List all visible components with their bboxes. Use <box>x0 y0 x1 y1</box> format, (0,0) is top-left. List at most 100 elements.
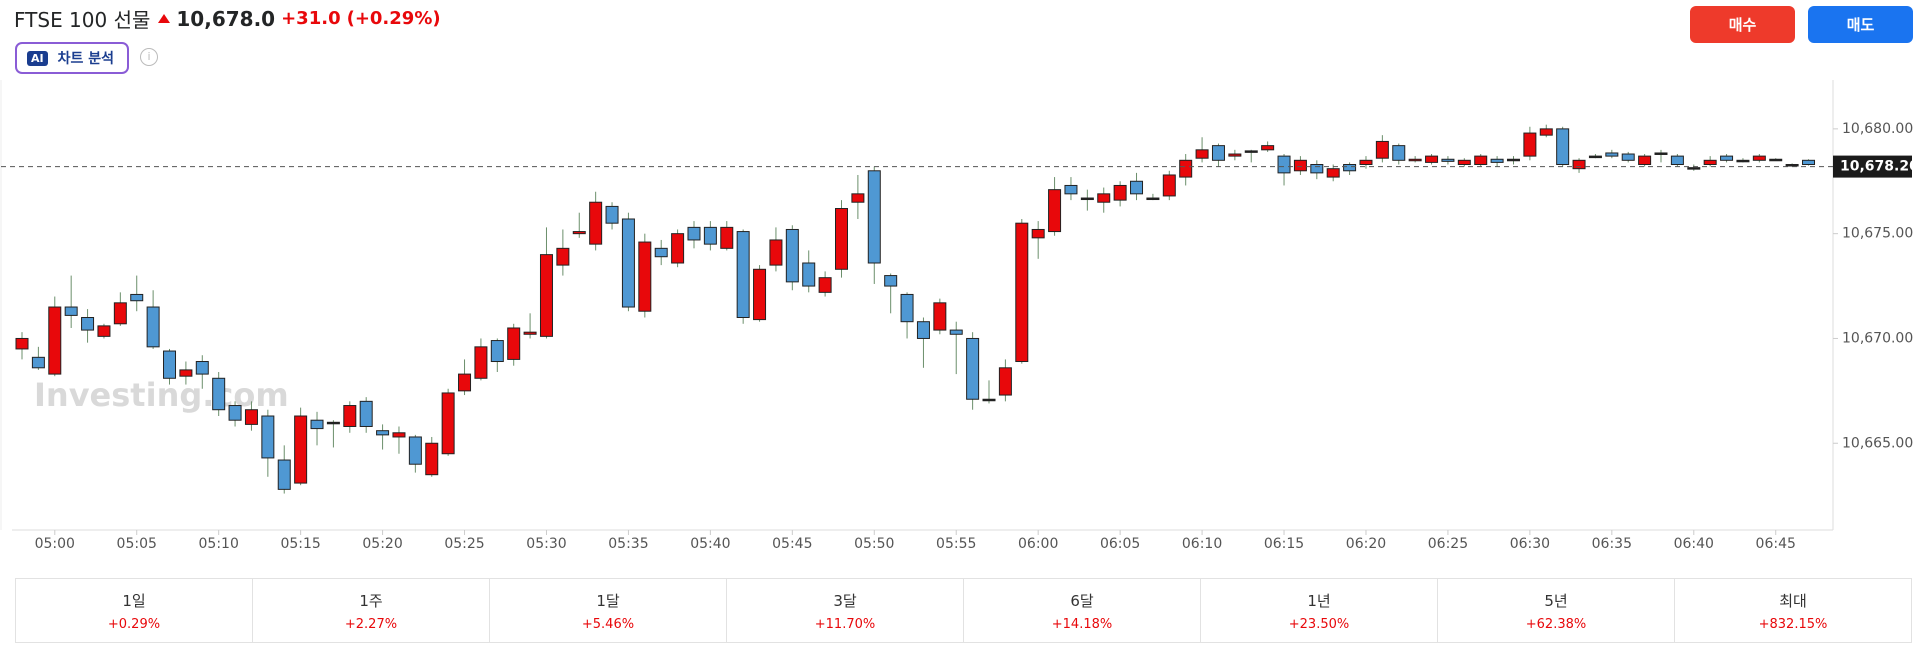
period-change: +11.70% <box>814 616 876 632</box>
candle-body <box>884 275 898 287</box>
y-tick-label: 10,680.00 <box>1842 121 1913 137</box>
period-change: +5.46% <box>581 616 635 632</box>
period-label: 1일 <box>122 591 146 610</box>
candle-body <box>244 409 258 425</box>
candle-body <box>687 226 701 241</box>
candle-body <box>15 337 29 350</box>
candle-body <box>1326 168 1340 178</box>
period-label: 1달 <box>596 591 620 610</box>
ai-badge: AI <box>27 50 48 66</box>
period-tab[interactable]: 3달 +11.70% <box>727 579 964 642</box>
period-tab[interactable]: 1일 +0.29% <box>16 579 253 642</box>
x-tick-label: 05:30 <box>526 536 566 552</box>
period-tab[interactable]: 5년 +62.38% <box>1438 579 1675 642</box>
ai-label: 차트 분석 <box>57 51 115 67</box>
candle-body <box>523 331 537 335</box>
candle-body <box>1457 159 1471 165</box>
candle-body <box>458 373 472 392</box>
candle-body <box>441 392 455 455</box>
buy-button[interactable]: 매수 <box>1690 6 1795 43</box>
candle-body <box>703 226 717 245</box>
x-tick-label: 06:30 <box>1510 536 1550 552</box>
candle-body <box>490 340 504 363</box>
candle-body <box>277 459 291 490</box>
candle-body <box>1523 132 1537 157</box>
candle-body <box>1720 155 1734 161</box>
info-icon[interactable]: i <box>140 48 158 66</box>
candle-body <box>1490 158 1504 163</box>
candle-body <box>261 415 275 459</box>
period-tab[interactable]: 1달 +5.46% <box>490 579 727 642</box>
candle-body <box>97 325 111 337</box>
candle-body <box>998 367 1012 396</box>
x-tick-label: 06:20 <box>1346 536 1386 552</box>
x-tick-label: 05:40 <box>690 536 730 552</box>
candle-body <box>966 337 980 400</box>
candle-body <box>425 442 439 476</box>
ai-button[interactable]: AI 차트 분석 <box>15 42 129 74</box>
candle-body <box>1261 145 1275 151</box>
last-price-box <box>1833 155 1912 178</box>
period-tab[interactable]: 6달 +14.18% <box>964 579 1201 642</box>
candle-body <box>1441 158 1455 162</box>
candle-body <box>1556 128 1570 165</box>
sell-button[interactable]: 매도 <box>1808 6 1913 43</box>
candle-body <box>130 293 144 302</box>
period-change: +0.29% <box>107 616 161 632</box>
candle-body <box>556 247 570 266</box>
x-tick-label: 06:00 <box>1018 536 1058 552</box>
x-tick-label: 05:05 <box>117 536 157 552</box>
candle-body <box>1064 184 1078 195</box>
candle-body <box>900 293 914 323</box>
period-tab[interactable]: 최대 +832.15% <box>1675 579 1911 642</box>
x-tick-label: 05:20 <box>362 536 402 552</box>
candle-body <box>1605 152 1619 157</box>
x-tick-label: 06:40 <box>1674 536 1714 552</box>
candle-body <box>1588 155 1602 159</box>
candle-body <box>1179 159 1193 178</box>
change-pct: (+0.29%) <box>346 8 441 29</box>
y-tick-label: 10,670.00 <box>1842 330 1913 346</box>
x-tick-label: 05:25 <box>444 536 484 552</box>
period-label: 1년 <box>1307 591 1331 610</box>
period-tab[interactable]: 1주 +2.27% <box>253 579 490 642</box>
candle-body <box>818 277 832 293</box>
candle-body <box>589 201 603 245</box>
x-tick-label: 06:15 <box>1264 536 1304 552</box>
watermark: Investing.com <box>34 376 289 414</box>
candle-body <box>671 233 685 264</box>
candle-body <box>392 432 406 438</box>
period-change: +832.15% <box>1758 616 1828 632</box>
x-tick-label: 05:15 <box>280 536 320 552</box>
x-tick-label: 06:25 <box>1428 536 1468 552</box>
candle-body <box>1195 149 1209 159</box>
candle-body <box>605 205 619 224</box>
candle-body <box>982 398 996 402</box>
x-tick-label: 05:10 <box>199 536 239 552</box>
x-tick-label: 05:55 <box>936 536 976 552</box>
candle-body <box>654 247 668 258</box>
candle-body <box>1031 228 1045 239</box>
candle-body <box>474 346 488 379</box>
candle-body <box>228 405 242 421</box>
candle-body <box>1015 222 1029 363</box>
candle-body <box>802 262 816 287</box>
candle-body <box>31 356 45 369</box>
candle-body <box>835 208 848 270</box>
candle-body <box>359 400 373 427</box>
chart: Investing.com 10,665.00 10,670.00 10,675.0… <box>0 80 1916 552</box>
candle-body <box>1113 184 1127 201</box>
period-tab[interactable]: 1년 +23.50% <box>1201 579 1438 642</box>
candle-body <box>1703 159 1717 165</box>
candle-body <box>1392 145 1406 161</box>
period-label: 최대 <box>1779 591 1807 610</box>
candle-body <box>1539 128 1553 136</box>
candle-body <box>179 369 193 377</box>
candle-body <box>933 302 947 331</box>
candle-body <box>1621 153 1635 161</box>
candle-body <box>48 306 62 375</box>
price: 10,678.0 <box>176 6 276 31</box>
candle-body <box>572 231 586 235</box>
period-label: 6달 <box>1070 591 1094 610</box>
candle-body <box>1769 158 1783 162</box>
